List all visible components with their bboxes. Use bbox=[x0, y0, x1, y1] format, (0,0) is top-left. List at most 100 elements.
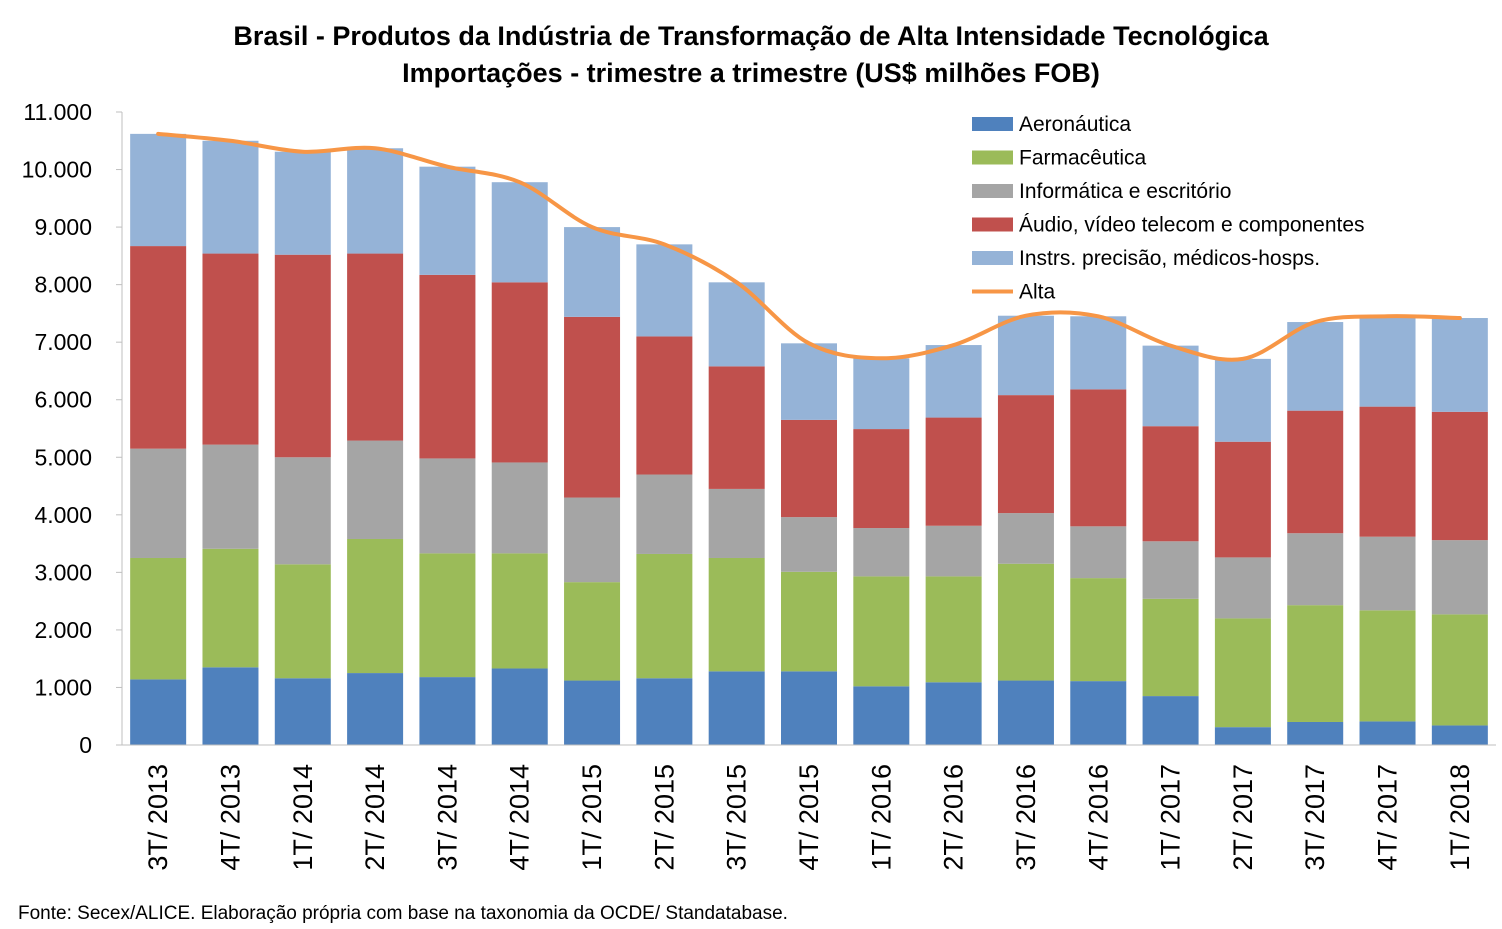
bar-segment bbox=[1142, 541, 1199, 599]
bar-segment bbox=[997, 563, 1054, 681]
x-tick-label: 4T/ 2015 bbox=[794, 764, 824, 871]
bar-segment bbox=[636, 336, 693, 475]
bar-segment bbox=[925, 682, 982, 745]
bar-segment bbox=[925, 525, 982, 577]
bar-segment bbox=[853, 576, 910, 687]
y-tick-label: 5.000 bbox=[34, 444, 92, 470]
bar-segment bbox=[853, 358, 910, 430]
bar-segment bbox=[1214, 358, 1271, 442]
legend-label: Alta bbox=[1019, 281, 1056, 304]
y-tick-label: 2.000 bbox=[34, 617, 92, 643]
bar-segment bbox=[130, 246, 187, 449]
bar-segment bbox=[781, 571, 837, 672]
bar-segment bbox=[1287, 410, 1344, 534]
bar-segment bbox=[1070, 389, 1127, 527]
bar-segment bbox=[925, 345, 982, 418]
bar-segment bbox=[1359, 721, 1416, 745]
legend-label: Farmacêutica bbox=[1019, 147, 1147, 170]
bar-segment bbox=[1431, 614, 1488, 726]
bar-segment bbox=[708, 366, 765, 489]
bar-segment bbox=[1070, 578, 1127, 682]
bar-segment bbox=[1359, 406, 1416, 537]
bar-segment bbox=[708, 557, 765, 672]
source-note: Fonte: Secex/ALICE. Elaboração própria c… bbox=[18, 903, 788, 924]
bar-segment bbox=[1142, 345, 1199, 427]
bar-segment bbox=[419, 274, 476, 459]
bar-segment bbox=[853, 429, 910, 529]
y-tick-label: 10.000 bbox=[22, 157, 92, 183]
bar-segment bbox=[1359, 536, 1416, 611]
bar-segment bbox=[1214, 727, 1271, 745]
x-tick-label: 4T/ 2014 bbox=[505, 764, 535, 871]
total-line-group bbox=[156, 131, 1462, 362]
bar-segment bbox=[636, 678, 693, 745]
bar-segment bbox=[925, 417, 982, 526]
x-tick-label: 3T/ 2013 bbox=[143, 764, 173, 871]
bar-segment bbox=[1431, 725, 1488, 745]
legend-label: Aeronáutica bbox=[1019, 113, 1131, 136]
legend: Aeronáutica Farmacêutica Informática e esc… bbox=[972, 113, 1365, 304]
y-tick-label: 8.000 bbox=[34, 272, 92, 298]
bar-segment bbox=[347, 673, 404, 745]
bar-segment bbox=[1431, 318, 1488, 412]
x-tick-label: 1T/ 2015 bbox=[577, 764, 607, 871]
bar-segment bbox=[708, 282, 765, 367]
bar-segment bbox=[419, 166, 476, 275]
x-tick-label: 1T/ 2014 bbox=[288, 764, 318, 871]
bar-segment bbox=[419, 553, 476, 678]
x-tick-label: 2T/ 2016 bbox=[939, 764, 969, 871]
bar-segment bbox=[925, 576, 982, 683]
x-tick-label: 1T/ 2017 bbox=[1156, 764, 1186, 871]
bar-segment bbox=[202, 253, 259, 445]
bar-segment bbox=[274, 151, 331, 255]
bar-segment bbox=[1359, 316, 1416, 407]
bar-segment bbox=[1070, 316, 1127, 390]
legend-swatch bbox=[972, 251, 1013, 265]
bar-segment bbox=[1142, 696, 1199, 745]
bar-segment bbox=[781, 419, 837, 518]
bar-segment bbox=[997, 513, 1054, 564]
x-tick-label: 3T/ 2015 bbox=[722, 764, 752, 871]
legend-swatch bbox=[972, 184, 1013, 198]
bar-segment bbox=[347, 148, 404, 254]
bar-segment bbox=[636, 244, 693, 337]
total-line-series bbox=[156, 131, 1462, 362]
x-tick-label: 2T/ 2014 bbox=[360, 764, 390, 871]
bar-segment bbox=[491, 553, 548, 669]
chart-subtitle-line: Importações - trimestre a trimestre (US$… bbox=[402, 58, 1100, 88]
y-tick-label: 9.000 bbox=[34, 214, 92, 240]
bar-segment bbox=[202, 444, 259, 549]
y-axis: 0 1.000 2.000 3.000 4.000 5.000 6.000 7.000 8.00… bbox=[22, 99, 123, 758]
legend-label: Instrs. precisão, médicos-hosps. bbox=[1019, 247, 1320, 270]
x-tick-label: 4T/ 2016 bbox=[1083, 764, 1113, 871]
bar-segment bbox=[781, 343, 837, 420]
bar-segment bbox=[274, 678, 331, 745]
bar-segment bbox=[347, 253, 404, 441]
y-tick-label: 11.000 bbox=[23, 99, 92, 125]
bar-segment bbox=[491, 462, 548, 554]
bar-segment bbox=[1214, 557, 1271, 619]
bar-segment bbox=[1431, 540, 1488, 615]
bar-segment bbox=[564, 582, 621, 681]
bar-segment bbox=[274, 564, 331, 679]
x-tick-label: 4T/ 2017 bbox=[1373, 764, 1403, 871]
bar-segment bbox=[1142, 426, 1199, 542]
x-tick-label: 1T/ 2018 bbox=[1445, 764, 1475, 871]
y-tick-label: 0 bbox=[79, 732, 92, 758]
legend-label: Áudio, vídeo telecom e componentes bbox=[1019, 214, 1365, 237]
bar-segment bbox=[1070, 681, 1127, 745]
bar-segment bbox=[274, 457, 331, 565]
x-axis: 3T/ 2013 4T/ 2013 1T/ 2014 2T/ 2014 3T/ 2014… bbox=[122, 744, 1496, 871]
bar-segment bbox=[491, 668, 548, 745]
bar-segment bbox=[347, 538, 404, 674]
bar-segment bbox=[202, 667, 259, 745]
x-tick-label: 3T/ 2016 bbox=[1011, 764, 1041, 871]
y-tick-label: 4.000 bbox=[34, 502, 92, 528]
y-tick-label: 1.000 bbox=[34, 674, 92, 700]
bar-segment bbox=[491, 182, 548, 283]
bar-segment bbox=[491, 282, 548, 463]
bar-segment bbox=[564, 227, 621, 317]
legend-swatch bbox=[972, 217, 1013, 232]
bar-segment bbox=[1359, 610, 1416, 722]
